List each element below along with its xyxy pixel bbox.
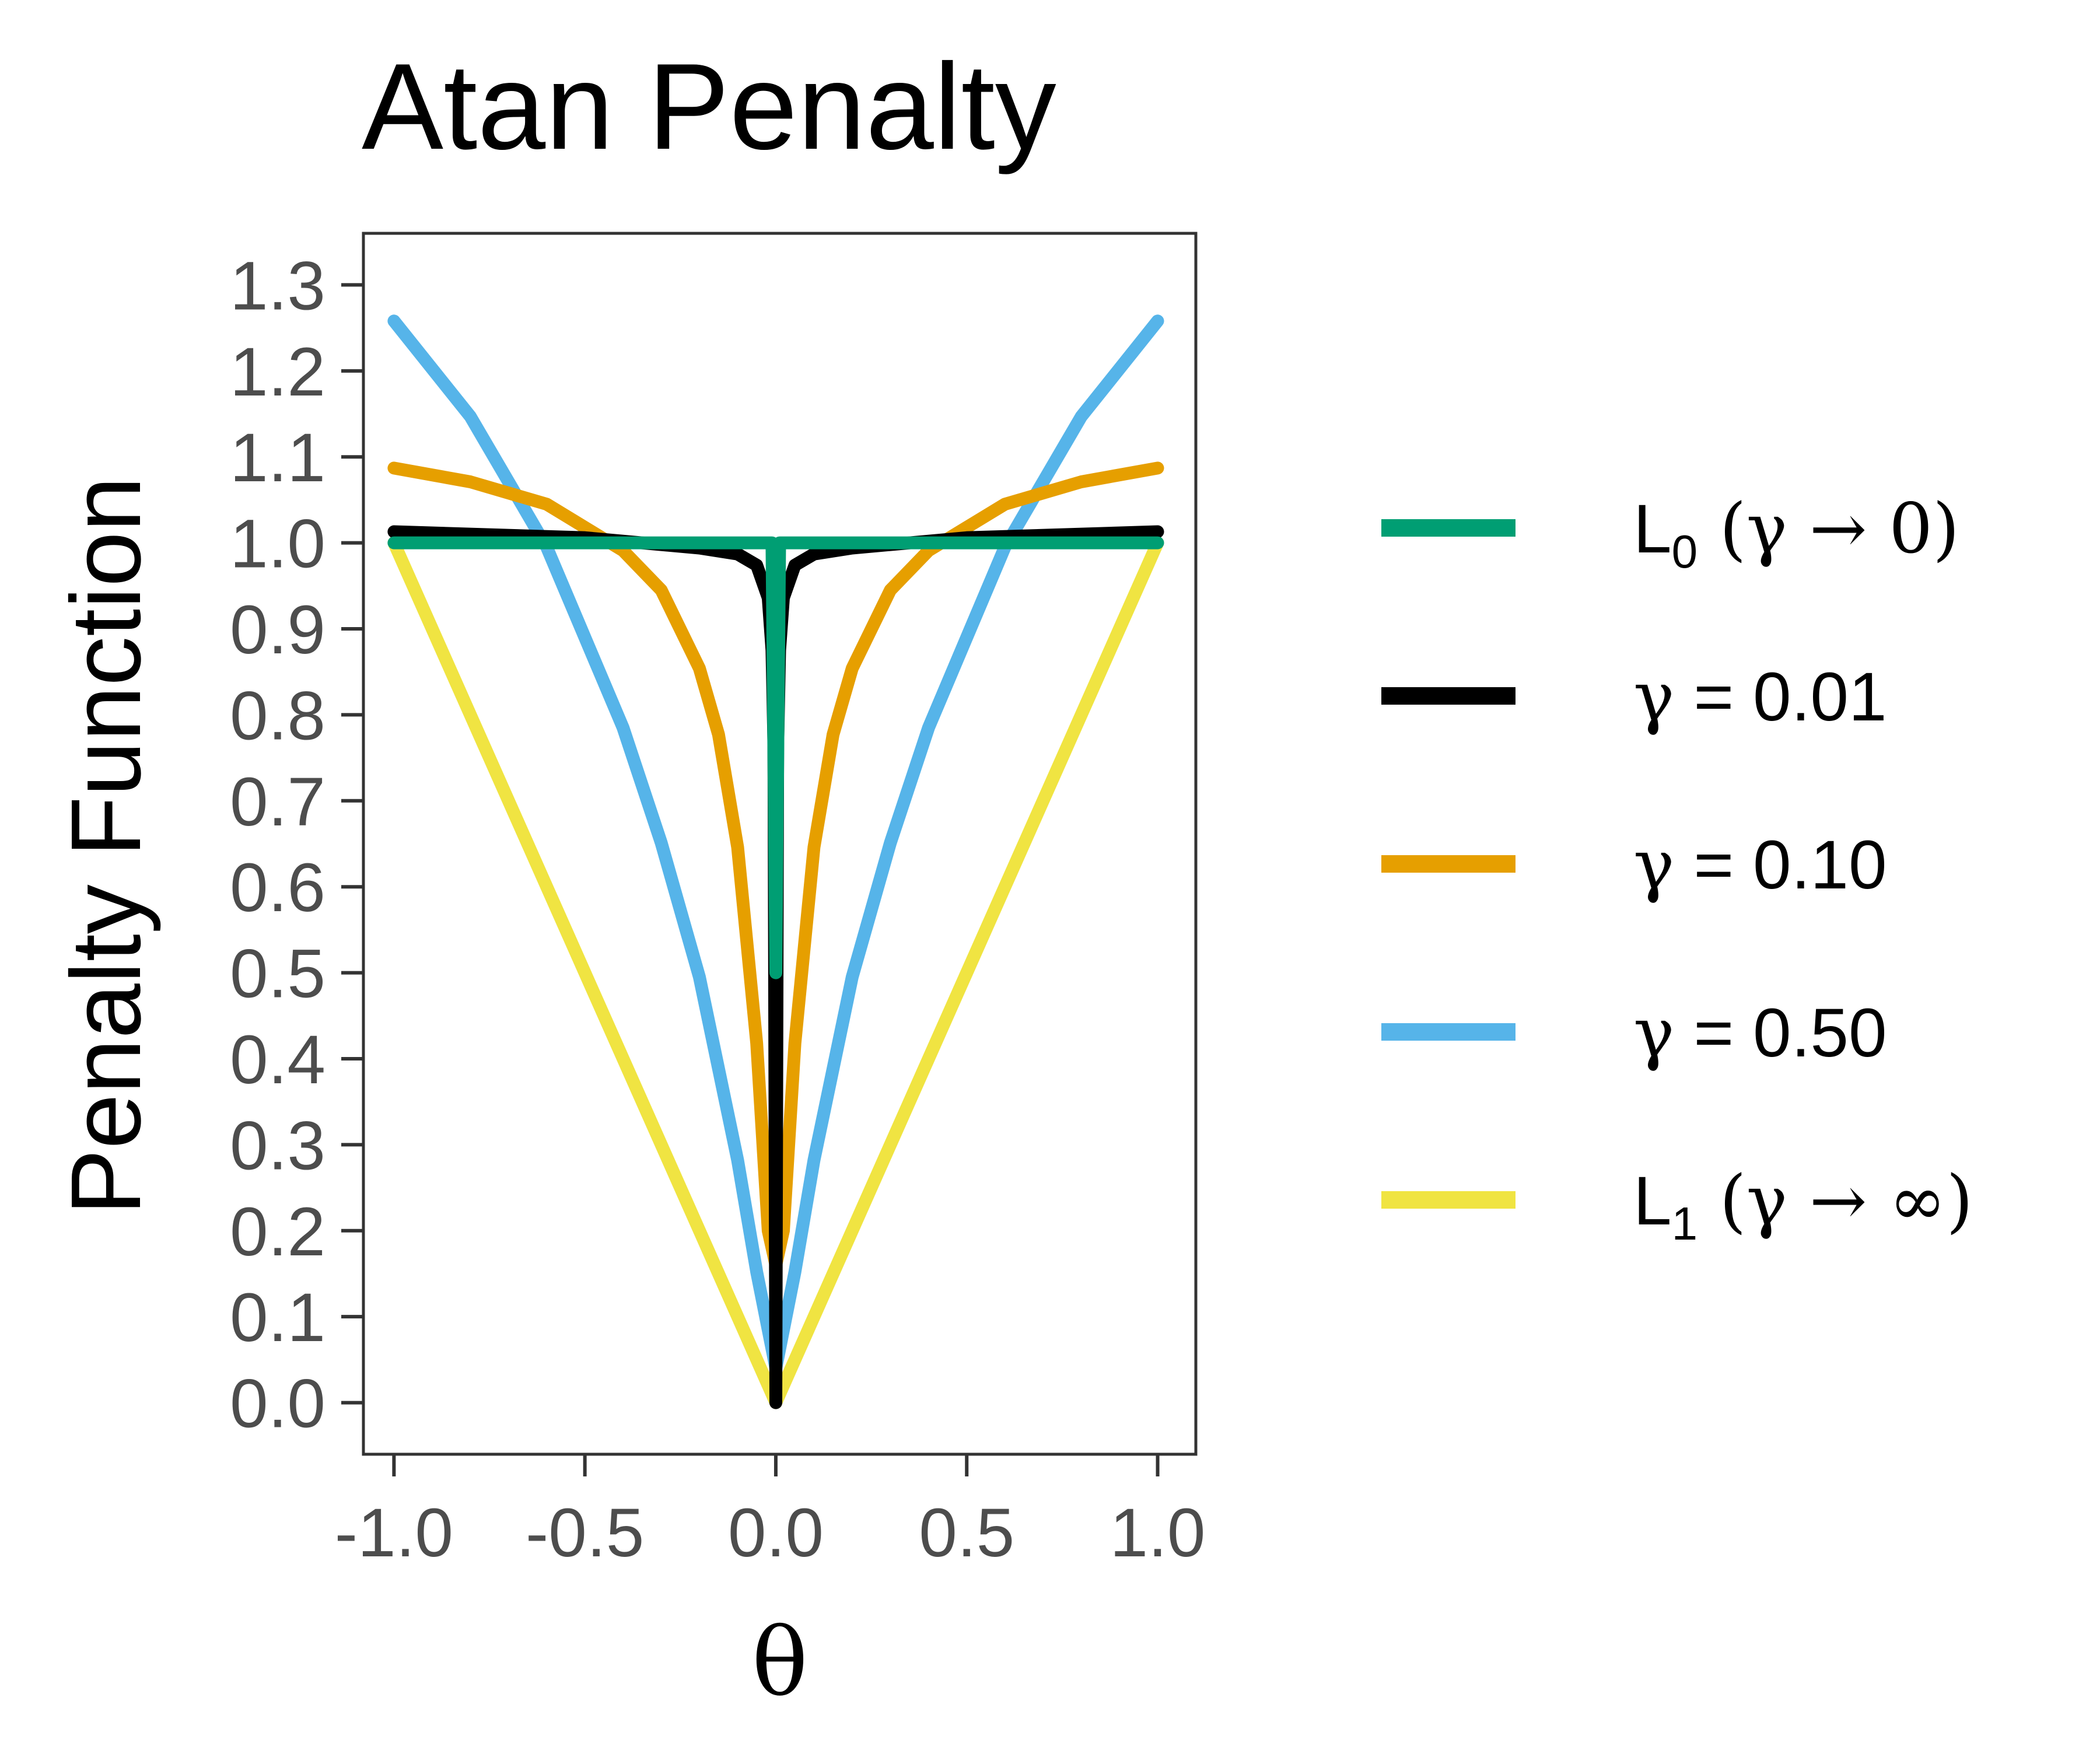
- legend-label: γ = 0.01: [1633, 656, 1887, 737]
- legend-label: L0 (γ → 0): [1633, 488, 1959, 578]
- x-axis-title: θ: [752, 1608, 808, 1717]
- y-tick-label: 1.2: [230, 334, 326, 411]
- y-tick-label: 0.2: [230, 1194, 326, 1270]
- x-tick-label: 1.0: [1110, 1494, 1206, 1572]
- legend: L0 (γ → 0) γ = 0.01 γ = 0.10 γ = 0.50 L1 (γ …: [1381, 488, 1973, 1250]
- y-axis-ticks: 0.0 0.1 0.2 0.3 0.4 0.5 0.6 0.7 0.8 0.9 1.0 1.1 1.2 1…: [230, 247, 363, 1443]
- y-tick-label: 1.0: [230, 506, 326, 583]
- x-tick-label: 0.5: [919, 1494, 1014, 1572]
- x-tick-label: 0.0: [728, 1494, 824, 1572]
- plot-panel-border: [362, 232, 1198, 1456]
- x-tick-label: -1.0: [335, 1494, 453, 1572]
- legend-label: L1 (γ → ∞): [1633, 1160, 1973, 1250]
- y-axis-title: Penalty Function: [51, 477, 162, 1215]
- series-layer: [387, 314, 1164, 1409]
- x-axis-ticks: -1.0 -0.5 0.0 0.5 1.0: [335, 1454, 1206, 1572]
- y-tick-label: 0.9: [230, 592, 326, 668]
- y-tick-label: 0.7: [230, 764, 326, 841]
- y-tick-label: 0.4: [230, 1021, 326, 1098]
- y-tick-label: 0.0: [230, 1366, 326, 1443]
- y-tick-label: 1.1: [230, 419, 326, 496]
- y-tick-label: 0.5: [230, 936, 326, 1013]
- y-tick-label: 1.3: [230, 247, 326, 324]
- y-tick-label: 0.1: [230, 1279, 326, 1356]
- legend-label: γ = 0.10: [1633, 824, 1887, 905]
- y-tick-label: 0.3: [230, 1107, 326, 1184]
- chart-title: Atan Penalty: [362, 38, 1056, 175]
- y-tick-label: 0.6: [230, 849, 326, 926]
- series-line-1: [387, 525, 1164, 1409]
- legend-label: γ = 0.50: [1633, 992, 1887, 1073]
- y-tick-label: 0.8: [230, 677, 326, 754]
- x-tick-label: -0.5: [526, 1494, 644, 1572]
- series-line-0: [387, 536, 1164, 979]
